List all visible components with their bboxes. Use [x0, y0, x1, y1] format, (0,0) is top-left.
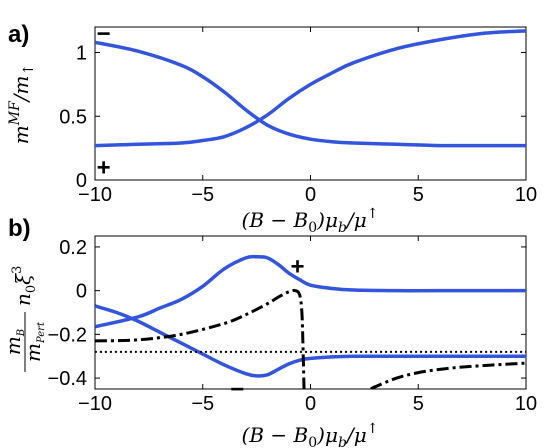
- series-line-1: [95, 304, 526, 378]
- svg-text:n0ξ3: n0ξ3: [10, 266, 39, 306]
- y-tick-label: 1: [76, 43, 87, 65]
- series-line-1: [95, 29, 526, 148]
- panel-b-ylabel: mB mPert n0ξ3: [1, 266, 47, 372]
- panel-a-ylabel: mMF/m↑: [7, 64, 37, 144]
- x-tick-label: 10: [515, 393, 537, 415]
- panel-b-label: b): [8, 215, 31, 242]
- y-tick-label: −0.4: [48, 368, 87, 390]
- panel-a-series: [95, 29, 526, 148]
- series-line-2: [95, 288, 306, 389]
- x-tick-label: 0: [305, 184, 316, 206]
- x-tick-label: −10: [78, 393, 112, 415]
- sign-annotation: −: [97, 20, 111, 47]
- x-tick-label: −10: [78, 184, 112, 206]
- x-tick-label: 5: [413, 184, 424, 206]
- panel-b: b) −10 −5 0 5 100.20−0.2−0.4 +− (B − B0)μb/μ…: [1, 215, 537, 448]
- panel-a-ticks: −10 −5 0 5 10 0 0.5 1: [59, 27, 537, 206]
- x-tick-label: −5: [191, 393, 214, 415]
- series-line-0: [95, 40, 526, 148]
- panel-a-xlabel: (B − B0)μb/μ↑: [242, 206, 379, 236]
- x-tick-label: −5: [191, 184, 214, 206]
- panel-a-label: a): [8, 21, 29, 48]
- panel-a-frame: [94, 26, 527, 181]
- sign-annotation: +: [97, 154, 111, 181]
- y-tick-label: −0.2: [48, 324, 87, 346]
- panel-a-annotations: −+: [97, 20, 111, 181]
- series-line-3: [370, 361, 526, 389]
- panel-b-xlabel: (B − B0)μb/μ↑: [242, 421, 379, 448]
- x-tick-label: 5: [413, 393, 424, 415]
- y-tick-label: 0.5: [59, 106, 87, 128]
- y-tick-label: 0: [76, 281, 87, 303]
- sign-annotation: −: [230, 376, 244, 403]
- series-line-0: [95, 254, 526, 329]
- y-tick-label: 0.2: [59, 237, 87, 259]
- sign-annotation: +: [291, 254, 305, 281]
- panel-b-ticks: −10 −5 0 5 10 0.2 0 −0.2 −0.4: [48, 236, 537, 415]
- panel-b-series: [95, 254, 526, 389]
- x-tick-label: 10: [515, 184, 537, 206]
- y-tick-label: 0: [76, 170, 87, 192]
- panel-b-annotations: +−: [230, 254, 304, 403]
- x-tick-label: 0: [305, 393, 316, 415]
